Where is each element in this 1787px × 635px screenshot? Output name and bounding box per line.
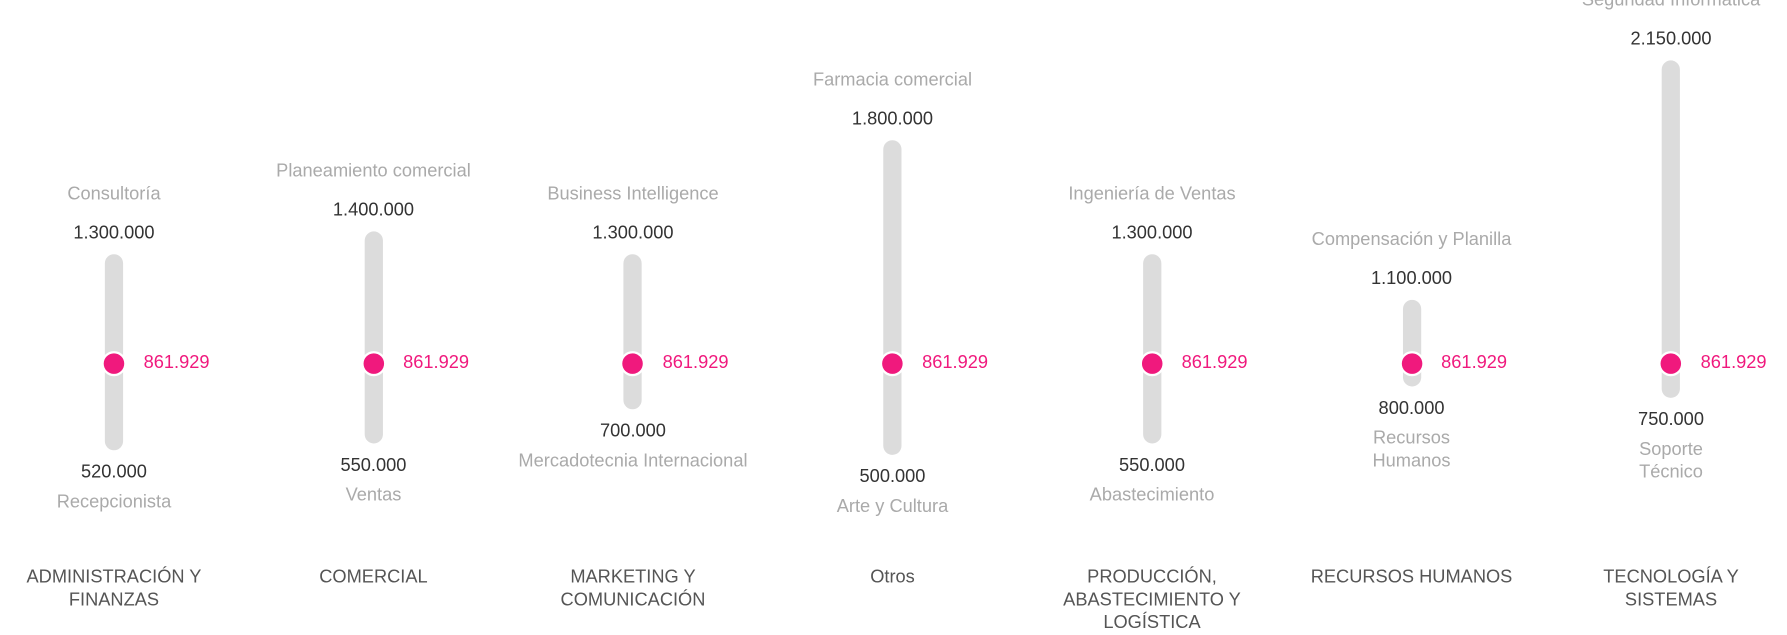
marker-label: 861.929: [403, 353, 470, 373]
marker-label: 861.929: [922, 353, 989, 373]
range-bar: [1142, 254, 1162, 444]
max-role: Seguridad Informática: [1581, 0, 1761, 11]
marker-label: 861.929: [662, 353, 729, 373]
max-role: Planeamiento comercial: [276, 162, 471, 182]
max-value: 1.300.000: [73, 223, 155, 244]
category-label: RECURSOS HUMANOS: [1310, 567, 1513, 588]
marker-label: 861.929: [1441, 353, 1508, 373]
min-value: 750.000: [1638, 410, 1704, 431]
max-value: 1.800.000: [851, 109, 934, 130]
category-label: ADMINISTRACIÓN Y FINANZAS: [26, 567, 202, 610]
marker: [620, 351, 646, 377]
category-label: Otros: [870, 567, 915, 588]
min-value: 550.000: [340, 456, 407, 476]
category-label: TECNOLOGÍA Y SISTEMAS: [1603, 567, 1739, 610]
max-role: Farmacia comercial: [812, 71, 973, 91]
min-role: Ventas: [345, 486, 402, 506]
max-role: Ingeniería de Ventas: [1068, 185, 1236, 205]
min-value: 700.000: [600, 422, 666, 442]
marker: [1398, 351, 1425, 377]
min-role: Arte y Cultura: [836, 497, 949, 517]
min-role: Recepcionista: [56, 492, 172, 513]
min-value: 800.000: [1378, 399, 1445, 419]
max-role: Compensación y Planilla: [1311, 230, 1512, 251]
marker-label: 861.929: [143, 353, 210, 373]
min-value: 520.000: [81, 463, 147, 483]
min-role: Mercadotecnia Internacional: [518, 451, 748, 472]
max-role: Consultoría: [67, 185, 161, 205]
max-value: 1.100.000: [1370, 269, 1453, 289]
min-value: 500.000: [859, 467, 926, 488]
marker: [1139, 351, 1165, 377]
max-value: 1.300.000: [592, 223, 674, 244]
category-label: MARKETING Y COMUNICACIÓN: [560, 567, 706, 610]
min-role: Abastecimiento: [1089, 486, 1215, 506]
marker-label: 861.929: [1181, 353, 1248, 373]
category-label: PRODUCCIÓN, ABASTECIMIENTO Y LOGÍSTICA: [1063, 567, 1241, 633]
marker: [879, 351, 906, 377]
max-role: Business Intelligence: [547, 185, 719, 205]
range-bar: [623, 254, 643, 410]
marker: [360, 351, 387, 377]
marker-label: 861.929: [1700, 353, 1767, 373]
marker: [101, 351, 127, 377]
marker: [1658, 351, 1684, 377]
min-role: Recursos Humanos: [1372, 429, 1451, 472]
range-bar: [883, 140, 902, 456]
max-value: 2.150.000: [1630, 30, 1712, 50]
min-value: 550.000: [1119, 456, 1185, 476]
min-role: Soporte Técnico: [1639, 440, 1703, 483]
category-label: COMERCIAL: [319, 567, 428, 588]
range-bar: [364, 231, 383, 444]
range-bar: [1661, 60, 1681, 399]
max-value: 1.300.000: [1111, 223, 1193, 244]
max-value: 1.400.000: [332, 201, 415, 221]
